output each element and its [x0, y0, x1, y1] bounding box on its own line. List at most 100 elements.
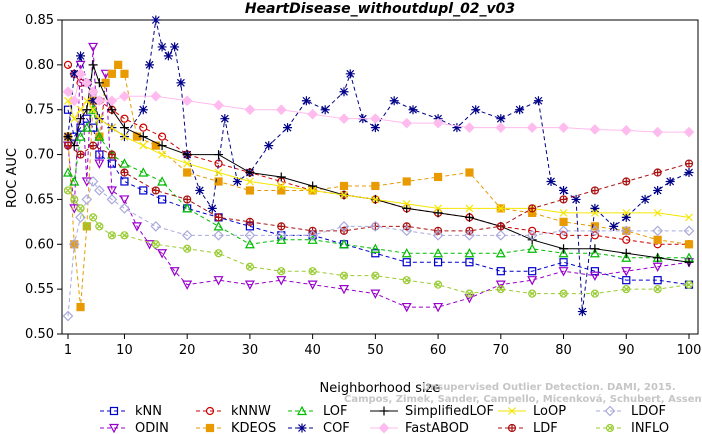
legend-label: kNNW: [231, 404, 271, 419]
data-point-fastabod: [558, 122, 569, 134]
data-point-ldof: [81, 194, 93, 205]
data-point-fastabod: [683, 126, 695, 138]
data-point-inflo: [245, 262, 255, 271]
data-point-lof: [276, 234, 287, 244]
data-point-odin: [621, 267, 632, 277]
data-point-fastabod: [213, 99, 224, 111]
data-point-lof: [464, 247, 475, 258]
data-point-fastabod: [338, 113, 350, 125]
data-point-fastabod: [75, 68, 86, 80]
data-point-knn: [622, 276, 631, 285]
data-point-kdeos: [114, 60, 123, 69]
data-point-lof: [589, 247, 600, 258]
data-point-ldof: [589, 225, 601, 237]
data-point-inflo: [63, 186, 73, 195]
data-point-ldof: [464, 229, 475, 241]
y-axis-ticks: 0.50 0.55 0.60 0.65 0.70 0.75 0.80 0.85: [25, 13, 62, 342]
data-point-ldof: [275, 229, 287, 241]
data-point-inflo: [559, 289, 568, 298]
data-point-cof: [571, 194, 581, 204]
series-line-ldof: [67, 180, 689, 317]
data-point-simplifiedlof: [559, 244, 569, 254]
data-point-odin: [106, 186, 117, 196]
data-point-fastabod: [62, 86, 74, 98]
data-point-odin: [276, 276, 287, 286]
x-axis-ticks: 1 10 20 30 40 50 60 70 80 90 100: [64, 334, 701, 358]
data-point-kdeos: [339, 181, 349, 191]
data-point-kdeos: [371, 181, 380, 191]
series-line-fastabod: [67, 72, 689, 133]
data-point-ldf: [622, 177, 631, 186]
data-point-cof: [320, 105, 330, 115]
data-point-fastabod: [106, 95, 118, 107]
data-point-odin: [339, 285, 349, 295]
legend-label: COF: [323, 421, 350, 434]
data-point-cof: [345, 69, 355, 79]
data-point-cof: [151, 15, 161, 25]
data-point-knn: [107, 159, 117, 168]
data-point-odin: [244, 280, 255, 290]
data-point-loop: [371, 195, 380, 204]
data-point-cof: [207, 203, 217, 213]
data-point-cof: [283, 123, 293, 133]
data-point-lof: [558, 247, 569, 258]
data-point-odin: [589, 271, 600, 281]
data-point-ldof: [401, 225, 413, 237]
data-point-lof: [138, 167, 149, 177]
legend-swatch-marker: [604, 405, 616, 417]
y-tick-label: 0.50: [25, 327, 54, 342]
data-point-ldof: [213, 229, 224, 241]
data-point-inflo: [76, 204, 85, 213]
data-point-kdeos: [183, 168, 192, 177]
data-point-knn: [528, 267, 537, 276]
data-point-knn: [559, 258, 568, 267]
y-tick-label: 0.80: [25, 58, 54, 73]
data-point-ldf: [63, 141, 73, 150]
data-point-simplifiedlof: [157, 141, 167, 151]
data-point-kdeos: [433, 172, 443, 182]
data-point-cof: [232, 176, 242, 186]
data-point-cof: [590, 203, 600, 213]
watermark-line-2: Campos, Zimek, Sander, Campello, Micenko…: [344, 393, 702, 405]
legend-label: INFLO: [631, 421, 669, 434]
data-point-ldf: [76, 150, 85, 159]
data-point-loop: [70, 114, 79, 123]
data-point-cof: [684, 168, 694, 178]
data-point-odin: [213, 276, 224, 286]
data-point-odin: [88, 42, 99, 53]
data-point-loop: [120, 132, 129, 141]
data-point-ldof: [87, 176, 99, 187]
data-point-inflo: [528, 289, 537, 298]
series-fastabod: [62, 68, 695, 138]
legend-swatch-marker: [205, 423, 215, 433]
data-point-loop: [82, 96, 91, 105]
legend-swatch-marker: [507, 423, 517, 433]
data-point-simplifiedlof: [590, 244, 600, 254]
data-point-inflo: [590, 289, 600, 298]
data-point-inflo: [684, 280, 694, 289]
series-line-simplifiedlof: [67, 64, 690, 263]
data-point-simplifiedlof: [76, 114, 86, 124]
data-point-fastabod: [370, 113, 381, 125]
data-point-simplifiedlof: [684, 257, 694, 267]
legend-label: LDF: [533, 421, 558, 434]
data-point-ldf: [151, 186, 160, 195]
data-point-lof: [119, 158, 130, 168]
data-point-knn: [653, 276, 662, 285]
data-point-ldf: [107, 150, 117, 159]
legend-item-loop: LoOP: [498, 404, 566, 419]
data-point-ldof: [106, 194, 118, 205]
data-point-loop: [139, 141, 148, 150]
data-point-lof: [69, 176, 80, 186]
data-point-ldf: [277, 222, 286, 231]
data-point-inflo: [496, 285, 505, 294]
legend-swatch-marker: [508, 407, 516, 415]
x-tick-label: 1: [64, 343, 72, 358]
legend-item-inflo: INFLO: [596, 421, 669, 434]
data-point-cof: [176, 78, 186, 88]
data-point-cof: [621, 212, 631, 222]
y-tick-label: 0.55: [25, 282, 54, 297]
data-point-fastabod: [119, 90, 130, 102]
y-tick-label: 0.75: [25, 103, 54, 118]
